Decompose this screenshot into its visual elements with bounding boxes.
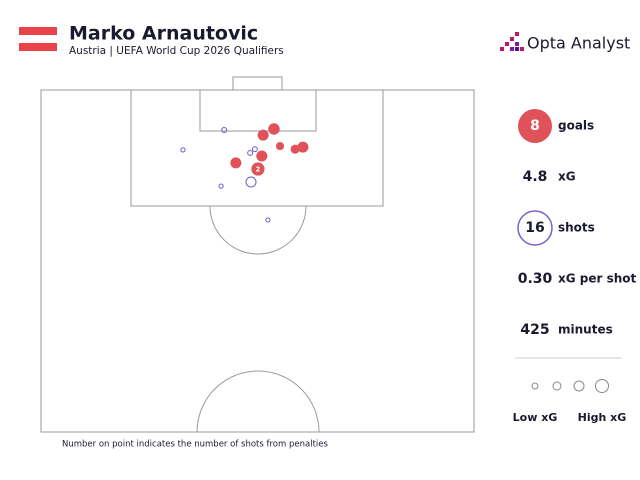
stat-label: minutes <box>558 323 613 337</box>
goal-shot <box>297 141 309 153</box>
stat-label: xG per shot <box>558 272 637 286</box>
stat-label: xG <box>558 170 576 184</box>
legend-low: Low xG <box>513 411 558 424</box>
legend-high: High xG <box>578 411 627 424</box>
goal-shot <box>257 129 269 141</box>
flag <box>19 27 57 51</box>
shot <box>245 176 257 188</box>
stat-value: 0.30 <box>518 271 553 287</box>
stat-badge <box>518 109 552 143</box>
shot <box>247 149 254 156</box>
stat-badge <box>517 210 553 246</box>
penalty-count: 2 <box>255 166 260 174</box>
stat-value: 4.8 <box>523 169 548 185</box>
goal-shot <box>251 162 265 176</box>
shot <box>251 146 258 153</box>
shot <box>218 183 224 189</box>
subtitle: Austria | UEFA World Cup 2026 Qualifiers <box>69 45 284 57</box>
title: Marko Arnautovic <box>69 23 258 45</box>
stat-label: goals <box>558 119 594 133</box>
stat-value: 425 <box>520 322 549 338</box>
shot <box>180 147 186 153</box>
goal-shot <box>275 142 285 151</box>
goal-shot <box>256 150 268 162</box>
legend-circles <box>531 379 609 393</box>
pitch <box>40 76 475 433</box>
logo-text: Opta Analyst <box>527 34 630 53</box>
shot <box>221 127 228 133</box>
stat-value: 16 <box>525 220 544 236</box>
goal-shot <box>230 157 242 169</box>
footnote: Number on point indicates the number of … <box>62 440 328 450</box>
shot <box>265 217 271 223</box>
stat-label: shots <box>558 221 595 235</box>
goal-shot <box>268 123 280 135</box>
logo-icon <box>500 32 524 51</box>
stat-value: 8 <box>530 118 540 134</box>
